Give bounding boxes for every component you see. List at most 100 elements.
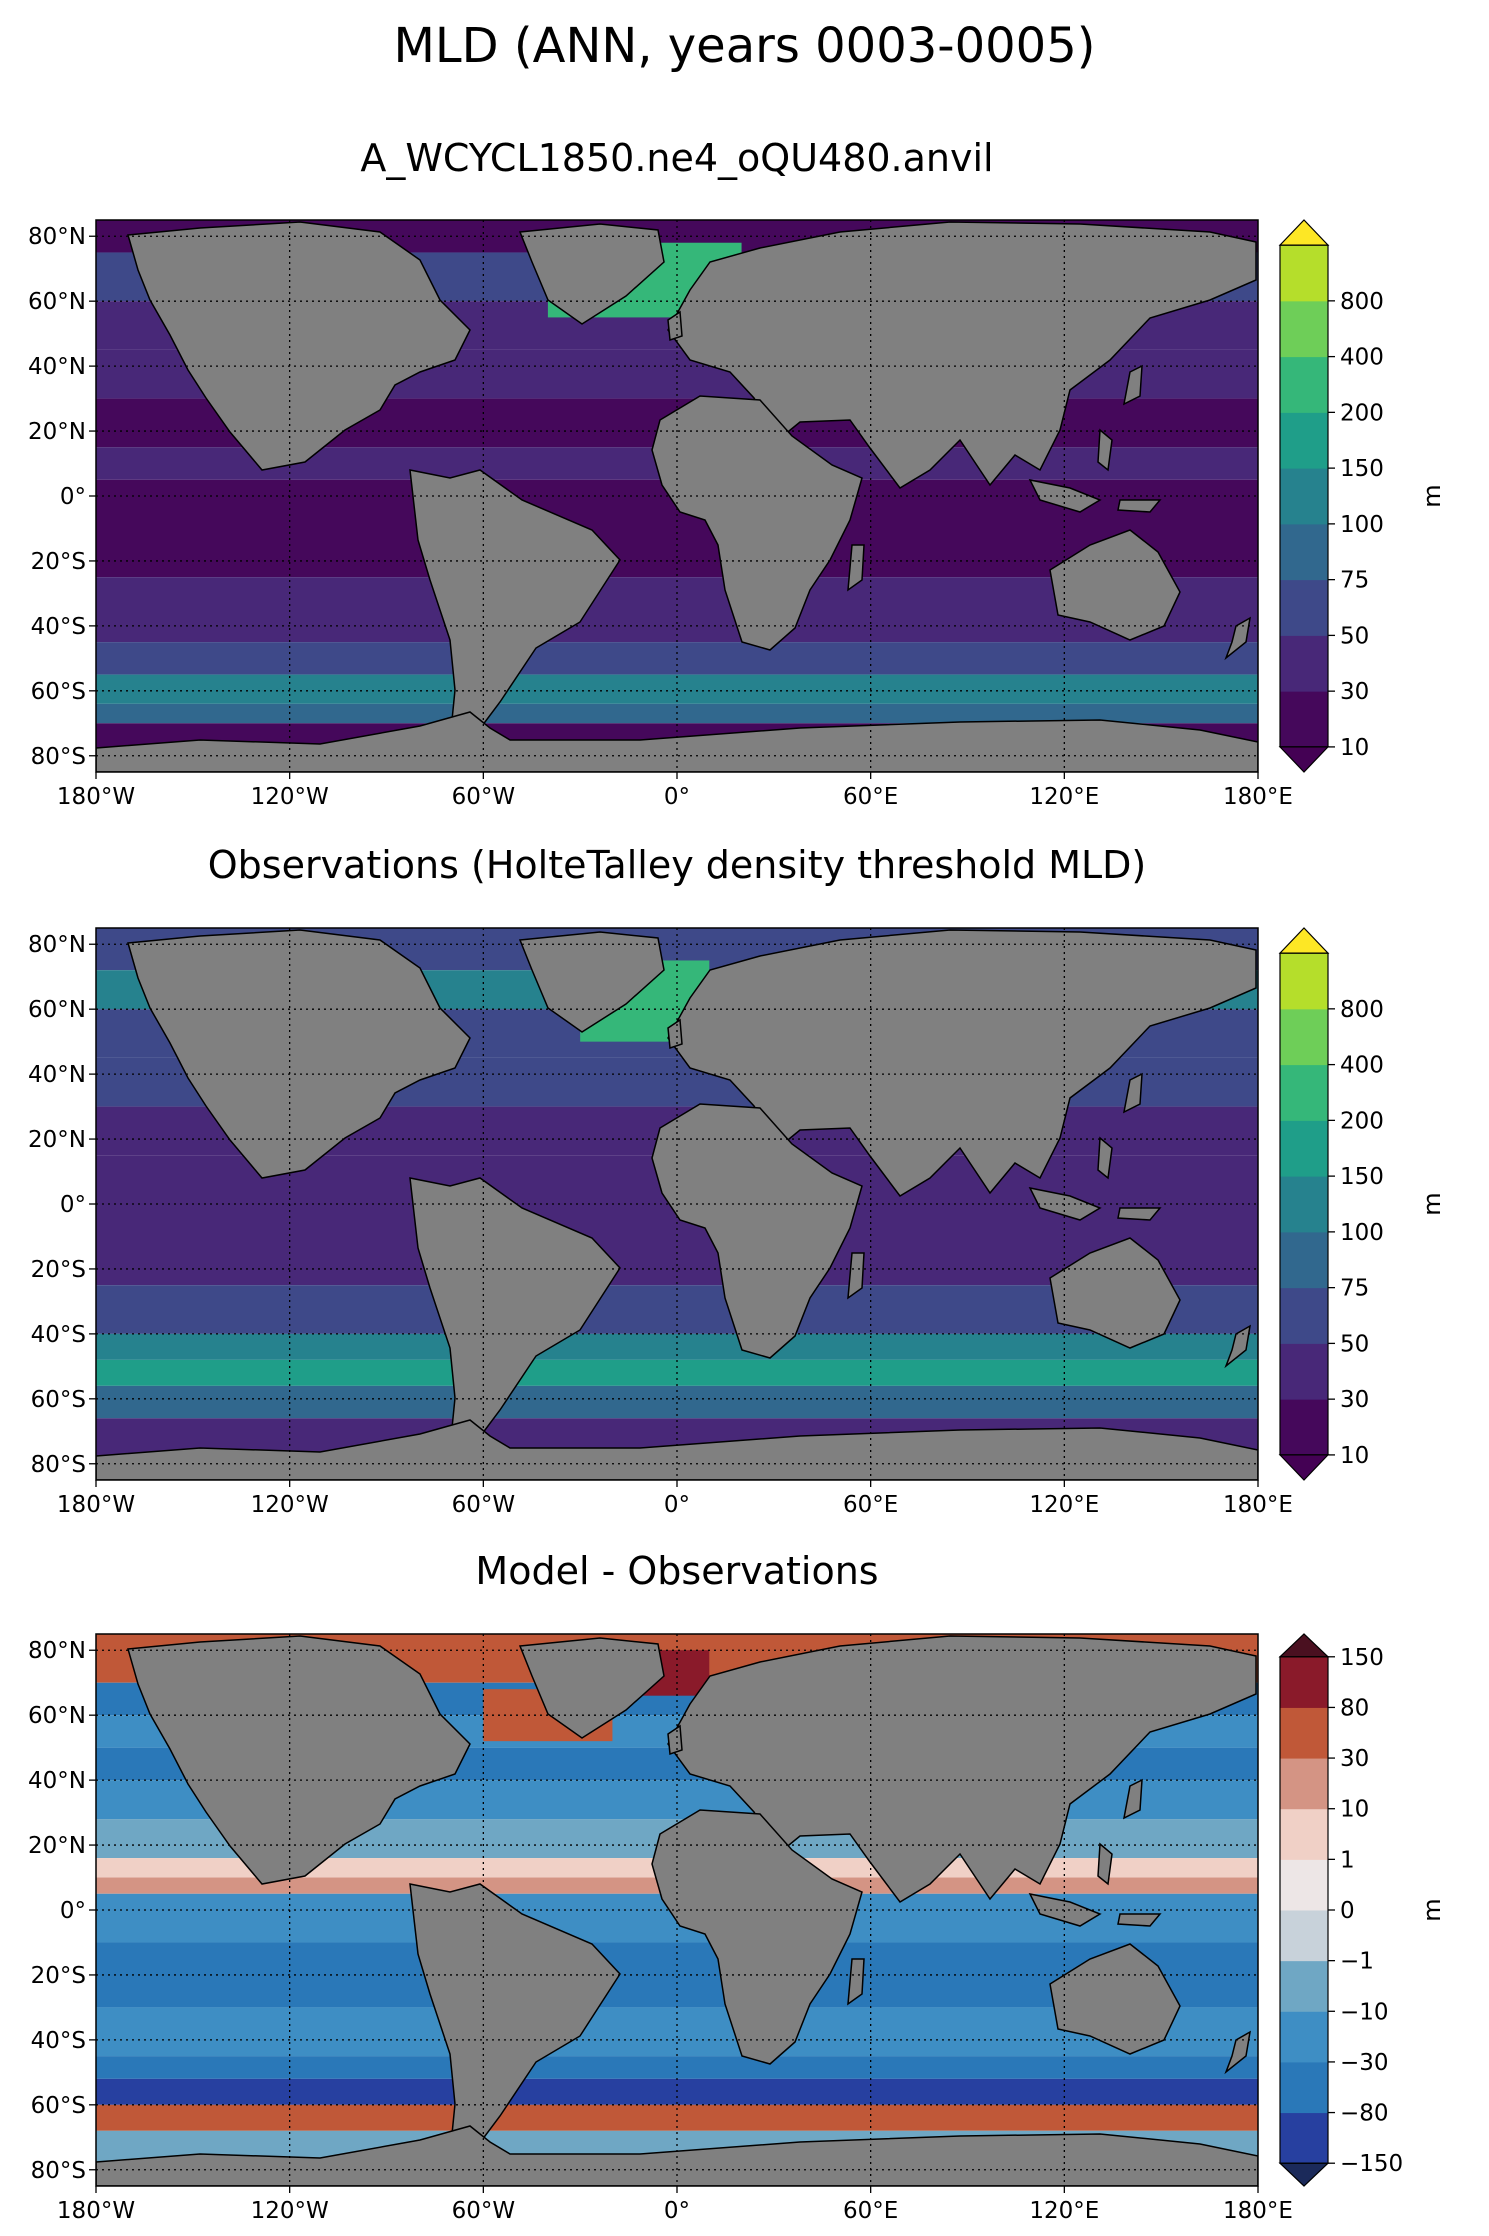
x-tick-label: 120°E — [1029, 784, 1099, 810]
colorbar-tick-label: 100 — [1340, 1220, 1384, 1246]
colorbar-segment — [1280, 1399, 1328, 1456]
colorbar-tick-label: 150 — [1340, 1164, 1384, 1190]
x-tick-label: 0° — [664, 784, 690, 810]
colorbar-tick-label: 80 — [1340, 1695, 1369, 1721]
y-tick-label: 60°N — [28, 997, 86, 1023]
x-tick-label: 60°W — [452, 2198, 516, 2224]
x-tick-label: 180°E — [1223, 2198, 1293, 2224]
y-tick-label: 80°N — [28, 932, 86, 958]
y-tick-label: 20°N — [28, 1127, 86, 1153]
colorbar-tick-label: −1 — [1340, 1949, 1374, 1975]
map-panel-1: 180°W 120°W 60°W 0° 60°E 120°E 180°E 80°N 60°N 40… — [28, 927, 1293, 1518]
colorbar-segment — [1280, 1808, 1328, 1860]
y-tick-label: 40°N — [28, 1768, 86, 1794]
figure-title: MLD (ANN, years 0003-0005) — [393, 18, 1096, 74]
y-tick-label: 80°S — [31, 1452, 86, 1478]
panel-title-difference: Model - Observations — [475, 1549, 879, 1593]
colorbar-segment — [1280, 1910, 1328, 1962]
colorbar-segment — [1280, 412, 1328, 469]
x-tick-label: 60°E — [843, 2198, 898, 2224]
y-tick-label: 60°N — [28, 289, 86, 315]
y-tick-label: 80°S — [31, 2158, 86, 2184]
colorbar-tick-label: 75 — [1340, 568, 1369, 594]
map-panel-0: 180°W 120°W 60°W 0° 60°E 120°E 180°E 80°N 60°N 40… — [28, 219, 1293, 810]
y-tick-label: 0° — [60, 1192, 86, 1218]
colorbar-tick-label: 400 — [1340, 345, 1384, 371]
y-tick-label: 80°N — [28, 1638, 86, 1664]
colorbar-segment — [1280, 2011, 1328, 2063]
panel-title-observations: Observations (HolteTalley density thresh… — [207, 843, 1147, 887]
colorbar-tick-label: 0 — [1340, 1898, 1355, 1924]
y-tick-label: 0° — [60, 484, 86, 510]
x-tick-label: 120°W — [251, 784, 329, 810]
y-tick-label: 60°S — [31, 2093, 86, 2119]
colorbar-segment — [1280, 1960, 1328, 2012]
colorbar-segment — [1280, 523, 1328, 581]
colorbar-tick-label: 150 — [1340, 1645, 1384, 1671]
colorbar-frame — [1279, 244, 1329, 748]
x-tick-label: 180°E — [1223, 1492, 1293, 1518]
colorbar-segment — [1280, 1064, 1328, 1121]
gridlines — [96, 928, 1258, 1480]
colorbar-tick-label: −80 — [1340, 2101, 1389, 2127]
gridlines — [96, 1634, 1258, 2186]
colorbar-segment — [1280, 468, 1328, 525]
colorbar-tick-label: 30 — [1340, 1387, 1369, 1413]
colorbar-segment — [1280, 579, 1328, 636]
x-tick-label: 120°E — [1029, 1492, 1099, 1518]
x-tick-label: 120°W — [251, 2198, 329, 2224]
colorbar-segment — [1280, 1758, 1328, 1810]
colorbar-segment — [1280, 1008, 1328, 1066]
colorbar-frame — [1279, 952, 1329, 1456]
y-tick-label: 40°S — [31, 2028, 86, 2054]
x-tick-label: 0° — [664, 1492, 690, 1518]
colorbar-segment — [1280, 300, 1328, 358]
colorbar-tick-label: 75 — [1340, 1276, 1369, 1302]
colorbar-label: m — [1418, 1192, 1446, 1215]
y-tick-label: 40°S — [31, 614, 86, 640]
x-tick-label: 60°E — [843, 784, 898, 810]
x-tick-label: 120°W — [251, 1492, 329, 1518]
colorbar-segment — [1280, 356, 1328, 413]
y-tick-label: 60°N — [28, 1703, 86, 1729]
y-tick-label: 40°S — [31, 1322, 86, 1348]
y-tick-label: 40°N — [28, 354, 86, 380]
y-tick-label: 60°S — [31, 679, 86, 705]
y-tick-label: 20°N — [28, 419, 86, 445]
colorbar-tick-label: 150 — [1340, 456, 1384, 482]
colorbar-extend-max — [1278, 219, 1330, 246]
colorbar-extend-max — [1278, 1633, 1330, 1658]
colorbar-extend-min — [1278, 1454, 1330, 1481]
colorbar-segment — [1280, 953, 1328, 1010]
colorbar-tick-label: 800 — [1340, 997, 1384, 1023]
x-tick-label: 180°W — [57, 2198, 135, 2224]
colorbar-tick-label: 1 — [1340, 1847, 1355, 1873]
y-tick-label: 80°S — [31, 744, 86, 770]
colorbar-1: 10 30 50 75 100 150 200 400 800 m — [1278, 927, 1446, 1481]
colorbar-segment — [1280, 1343, 1328, 1400]
colorbar-segment — [1280, 1287, 1328, 1344]
colorbar-tick-label: 10 — [1340, 1797, 1369, 1823]
y-tick-label: 40°N — [28, 1062, 86, 1088]
colorbar-label: m — [1418, 1898, 1446, 1921]
colorbar-segment — [1280, 1656, 1328, 1708]
colorbar-extend-max — [1278, 927, 1330, 954]
x-tick-label: 120°E — [1029, 2198, 1099, 2224]
colorbar-tick-label: 50 — [1340, 1331, 1369, 1357]
x-tick-label: 180°W — [57, 784, 135, 810]
gridlines — [96, 220, 1258, 772]
colorbar-tick-label: 200 — [1340, 1108, 1384, 1134]
y-tick-label: 60°S — [31, 1387, 86, 1413]
y-tick-label: 20°S — [31, 1963, 86, 1989]
panel-title-model: A_WCYCL1850.ne4_oQU480.anvil — [360, 136, 994, 180]
colorbar-label: m — [1418, 484, 1446, 507]
colorbar-segment — [1280, 1176, 1328, 1233]
colorbar-segment — [1280, 1120, 1328, 1177]
colorbar-segment — [1280, 2112, 1328, 2164]
x-tick-label: 60°W — [452, 784, 516, 810]
y-tick-label: 20°S — [31, 1257, 86, 1283]
colorbar-tick-label: 10 — [1340, 735, 1369, 761]
x-tick-label: 60°E — [843, 1492, 898, 1518]
colorbar-tick-label: 200 — [1340, 400, 1384, 426]
